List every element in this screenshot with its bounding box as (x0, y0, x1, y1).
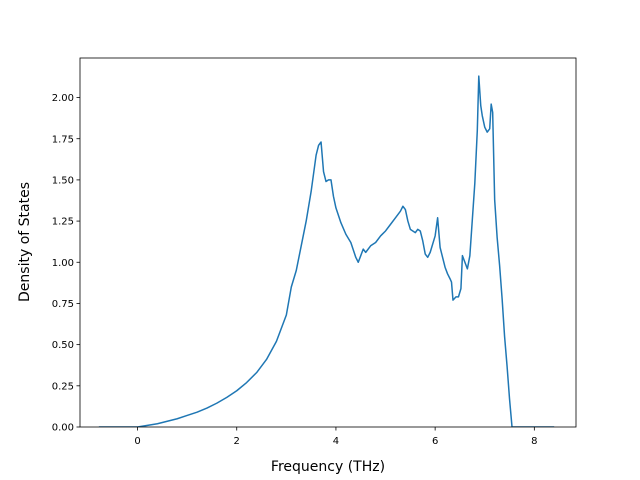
dos-series-line-0 (98, 75, 555, 427)
x-tick-label: 4 (333, 436, 339, 447)
y-tick-label: 0.00 (52, 423, 74, 434)
x-tick-label: 0 (134, 436, 140, 447)
x-tick-label: 2 (234, 436, 240, 447)
y-tick-label: 1.00 (52, 258, 74, 269)
y-tick-label: 1.25 (52, 217, 74, 228)
x-axis-label: Frequency (THz) (271, 459, 385, 475)
y-tick-label: 1.75 (52, 134, 74, 145)
plot-area (98, 75, 555, 427)
y-tick-label: 1.50 (52, 176, 74, 187)
y-tick-label: 0.25 (52, 381, 74, 392)
x-tick-label: 6 (432, 436, 438, 447)
y-axis-label: Density of States (17, 182, 33, 302)
y-tick-label: 0.50 (52, 340, 74, 351)
y-tick-label: 0.75 (52, 299, 74, 310)
axes: 0 2 4 6 8 0.00 0.25 0.50 0.75 1.00 1.25 1.50 1.75 2.0… (52, 57, 577, 447)
x-tick-label: 8 (531, 436, 537, 447)
plot-frame (79, 57, 577, 428)
y-tick-label: 2.00 (52, 93, 74, 104)
